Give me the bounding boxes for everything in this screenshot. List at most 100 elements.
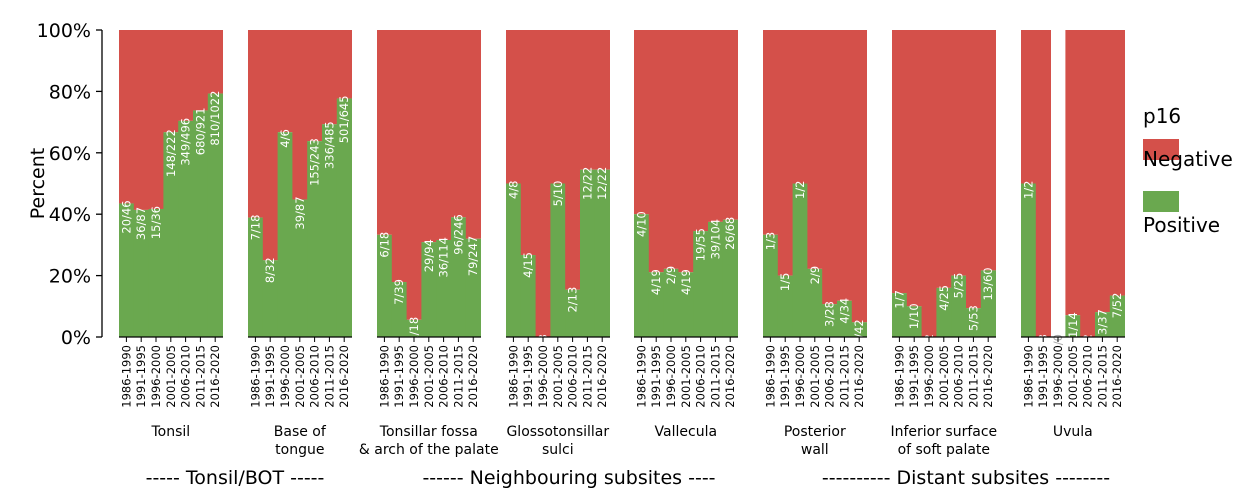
- bar-negative: [248, 30, 264, 218]
- bar-positive: [336, 98, 352, 337]
- group-label: Tonsillar fossa: [379, 424, 478, 440]
- legend-swatch-positive: [1143, 191, 1179, 212]
- bar-positive: [951, 275, 967, 337]
- bar-positive: [777, 275, 793, 337]
- bar-negative: [663, 30, 679, 269]
- bar-data-label: 4/19: [679, 269, 693, 295]
- x-tick-label: 1991-1995: [1036, 345, 1050, 408]
- bar-positive: [906, 306, 922, 337]
- bar-positive: [465, 238, 481, 337]
- bar-data-label: 336/485: [322, 121, 336, 169]
- group-label: sulci: [542, 442, 574, 458]
- bar-negative: [580, 30, 596, 170]
- bar-negative: [1035, 30, 1051, 337]
- bar-negative: [262, 30, 278, 261]
- bar-data-label: 15/36: [149, 206, 163, 239]
- bar-negative: [966, 30, 982, 309]
- group-label: Posterior: [784, 424, 846, 440]
- bar-data-label: 5/10: [551, 181, 565, 207]
- bar-negative: [506, 30, 522, 184]
- bar-data-label: 96/246: [451, 214, 465, 254]
- bar-data-label: 7/18: [248, 215, 262, 241]
- bar-data-label: 7/39: [392, 279, 406, 305]
- x-tick-label: 2011-2015: [322, 345, 336, 408]
- x-tick-label: 1991-1995: [649, 345, 663, 408]
- bar-negative: [822, 30, 838, 305]
- bar-positive: [663, 268, 679, 337]
- group-label: wall: [801, 442, 829, 458]
- bar-positive: [322, 124, 338, 338]
- bar-negative: [807, 30, 823, 269]
- bar-positive: [262, 260, 278, 337]
- x-tick-label: 1986-1990: [377, 345, 391, 408]
- x-tick-label: 1991-1995: [134, 345, 148, 408]
- bar-negative: [336, 30, 352, 99]
- bar-data-label: 39/87: [293, 196, 307, 229]
- bar-data-label: 2/9: [808, 266, 822, 285]
- x-tick-label: 1996-2000: [793, 345, 807, 408]
- group-label: Vallecula: [655, 424, 718, 440]
- group-label: of soft palate: [898, 442, 990, 458]
- x-tick-label: 1986-1990: [119, 345, 133, 408]
- x-tick-label: 2006-2010: [179, 345, 193, 408]
- bar-data-label: 0/2: [922, 334, 936, 353]
- bar-positive: [436, 239, 452, 337]
- bar-negative: [451, 30, 467, 218]
- bar-data-label: 20/46: [119, 200, 133, 233]
- bar-positive: [708, 221, 724, 337]
- bar-data-label: 501/645: [337, 95, 351, 143]
- bar-positive: [648, 272, 664, 337]
- bar-data-label: 155/243: [308, 138, 322, 186]
- bar-negative: [906, 30, 922, 307]
- bar-data-label: 1/3: [763, 232, 777, 251]
- bar-data-label: 5/53: [966, 305, 980, 331]
- bar-negative: [921, 30, 937, 337]
- bar-positive: [1021, 183, 1037, 337]
- bar-positive: [936, 287, 952, 337]
- bar-positive: [980, 270, 996, 337]
- group-label: Uvula: [1053, 424, 1093, 440]
- x-tick-label: 2016-2020: [1110, 345, 1124, 408]
- bar-positive: [580, 169, 596, 337]
- x-tick-label: 2011-2015: [708, 345, 722, 408]
- bar-negative: [163, 30, 179, 133]
- x-tick-label: 2001-2005: [164, 345, 178, 408]
- bar-data-label: 36/114: [437, 237, 451, 277]
- bar-positive: [892, 293, 908, 337]
- bar-negative: [1065, 30, 1081, 316]
- bar-negative: [133, 30, 149, 210]
- bar-negative: [535, 30, 551, 337]
- bar-negative: [851, 30, 867, 323]
- x-tick-label: 2011-2015: [1095, 345, 1109, 408]
- bar-data-label: 2/9: [664, 266, 678, 285]
- bar-data-label: 79/247: [466, 236, 480, 276]
- group-label: tongue: [275, 442, 324, 458]
- bar-data-label: 4/15: [521, 252, 535, 278]
- x-tick-label: 1991-1995: [778, 345, 792, 408]
- bar-data-label: 680/921: [193, 107, 207, 155]
- x-tick-label: 2011-2015: [580, 345, 594, 408]
- bar-positive: [837, 300, 853, 337]
- x-tick-label: 2011-2015: [966, 345, 980, 408]
- y-axis-title: Percent: [27, 148, 49, 220]
- group-label: Inferior surface: [890, 424, 997, 440]
- bar-negative: [292, 30, 308, 200]
- bar-data-label: 19/55: [694, 228, 708, 261]
- bar-data-label: 1/2: [793, 181, 807, 200]
- x-tick-label: 2016-2020: [466, 345, 480, 408]
- bar-positive: [119, 203, 135, 337]
- bar-positive: [506, 183, 522, 337]
- bar-positive: [1109, 295, 1125, 337]
- x-tick-label: 1986-1990: [892, 345, 906, 408]
- bar-negative: [377, 30, 393, 235]
- bar-positive: [307, 141, 323, 337]
- x-tick-label: 2001-2005: [937, 345, 951, 408]
- bar-data-label: 7/52: [1110, 293, 1124, 319]
- bar-negative: [763, 30, 779, 235]
- bar-data-label: 39/104: [708, 219, 722, 259]
- bar-negative: [892, 30, 908, 294]
- bar-data-label: 26/68: [723, 217, 737, 250]
- x-tick-label: 2011-2015: [451, 345, 465, 408]
